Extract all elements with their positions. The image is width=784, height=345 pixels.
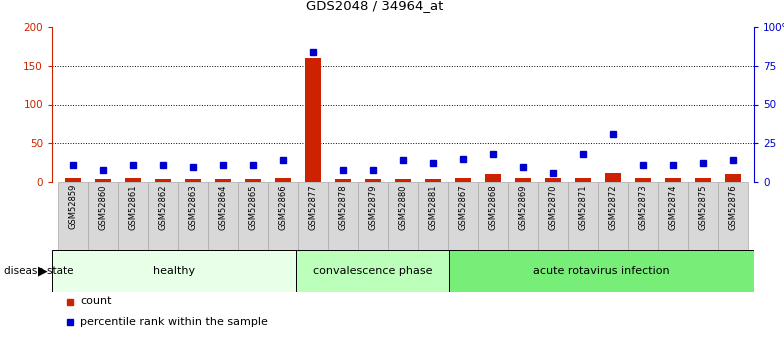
Bar [455, 178, 471, 182]
Bar [665, 178, 681, 182]
Text: GSM52862: GSM52862 [158, 184, 168, 229]
Bar [418, 182, 448, 250]
Bar [485, 174, 501, 182]
Bar [125, 178, 141, 182]
Text: ▶: ▶ [38, 265, 48, 277]
Bar [148, 182, 178, 250]
Bar [425, 179, 441, 182]
Bar [478, 182, 508, 250]
Bar [335, 179, 351, 182]
Text: GSM52867: GSM52867 [459, 184, 467, 230]
Bar [215, 179, 231, 182]
Bar [545, 178, 561, 182]
Bar [274, 178, 291, 182]
Text: GSM52866: GSM52866 [278, 184, 288, 230]
Bar [358, 182, 388, 250]
Bar [598, 182, 628, 250]
Bar [208, 182, 238, 250]
Text: GSM52872: GSM52872 [608, 184, 618, 229]
Bar [178, 182, 208, 250]
Bar [718, 182, 748, 250]
Text: GSM52880: GSM52880 [398, 184, 408, 229]
Bar [245, 179, 261, 182]
Bar [118, 182, 148, 250]
Text: GSM52876: GSM52876 [728, 184, 738, 230]
Text: GSM52875: GSM52875 [699, 184, 707, 229]
Bar [658, 182, 688, 250]
Bar [395, 179, 412, 182]
Text: GSM52879: GSM52879 [368, 184, 378, 229]
Bar [628, 182, 658, 250]
Bar [388, 182, 418, 250]
Bar [724, 174, 741, 182]
Text: GSM52877: GSM52877 [308, 184, 318, 230]
Bar [508, 182, 538, 250]
Bar [365, 179, 381, 182]
Text: percentile rank within the sample: percentile rank within the sample [80, 317, 268, 327]
Bar [695, 178, 711, 182]
Bar [568, 182, 598, 250]
Text: GSM52859: GSM52859 [68, 184, 78, 229]
Text: GSM52861: GSM52861 [129, 184, 137, 229]
Bar [688, 182, 718, 250]
Bar [185, 179, 201, 182]
Bar [328, 182, 358, 250]
Bar [448, 182, 478, 250]
Bar [575, 178, 591, 182]
Text: GSM52871: GSM52871 [579, 184, 587, 229]
Bar [58, 182, 88, 250]
Text: GSM52863: GSM52863 [188, 184, 198, 230]
Text: GSM52881: GSM52881 [429, 184, 437, 229]
Text: GDS2048 / 34964_at: GDS2048 / 34964_at [307, 0, 444, 12]
Bar [515, 178, 532, 182]
Bar [296, 250, 448, 292]
Bar [268, 182, 298, 250]
Bar [305, 58, 321, 182]
Bar [238, 182, 268, 250]
Text: GSM52874: GSM52874 [669, 184, 677, 229]
Bar [52, 250, 296, 292]
Bar [95, 179, 111, 182]
Text: GSM52870: GSM52870 [549, 184, 557, 229]
Text: GSM52868: GSM52868 [488, 184, 498, 230]
Text: GSM52878: GSM52878 [339, 184, 347, 230]
Bar [635, 178, 652, 182]
Text: acute rotavirus infection: acute rotavirus infection [533, 266, 670, 276]
Bar [154, 179, 171, 182]
Bar [448, 250, 754, 292]
Text: healthy: healthy [153, 266, 195, 276]
Text: GSM52860: GSM52860 [99, 184, 107, 229]
Text: GSM52869: GSM52869 [518, 184, 528, 229]
Bar [538, 182, 568, 250]
Text: disease state: disease state [4, 266, 74, 276]
Text: GSM52873: GSM52873 [638, 184, 648, 230]
Bar [88, 182, 118, 250]
Text: count: count [80, 296, 111, 306]
Bar [298, 182, 328, 250]
Text: convalescence phase: convalescence phase [313, 266, 432, 276]
Bar [604, 174, 621, 182]
Text: GSM52865: GSM52865 [249, 184, 257, 229]
Text: GSM52864: GSM52864 [219, 184, 227, 229]
Bar [65, 178, 82, 182]
